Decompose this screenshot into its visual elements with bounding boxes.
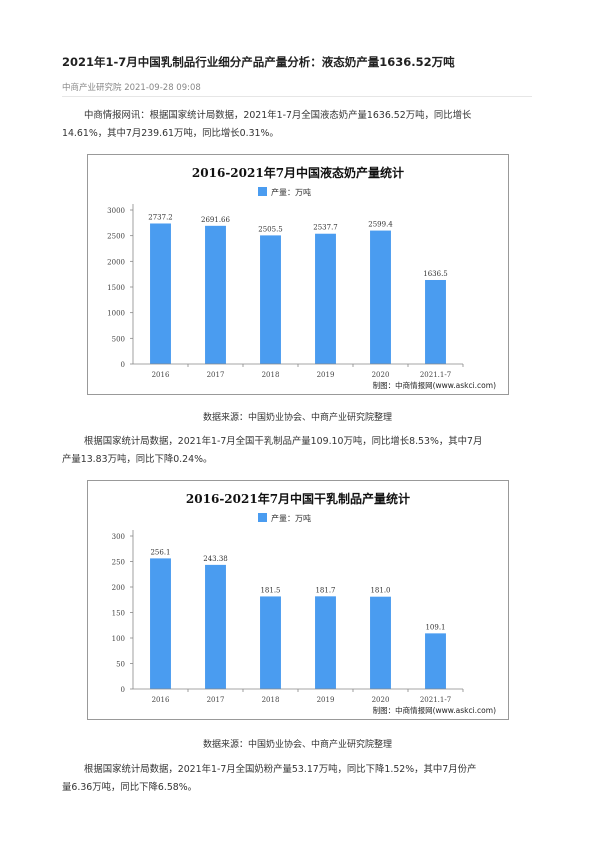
y-tick-label: 500 (112, 335, 125, 343)
y-tick-label: 2500 (107, 233, 125, 241)
bar-value-label: 1636.5 (423, 270, 448, 278)
x-tick-label: 2021.1-7 (420, 696, 451, 704)
bar (370, 596, 391, 689)
y-tick-label: 250 (112, 559, 125, 567)
bar-value-label: 2737.2 (148, 213, 173, 221)
bar-value-label: 181.7 (315, 586, 335, 594)
x-tick-label: 2019 (317, 696, 335, 704)
bar (260, 596, 281, 689)
y-tick-label: 1000 (107, 310, 125, 318)
paragraph-2: 根据国家统计局数据，2021年1-7月全国干乳制品产量109.10万吨，同比增长… (62, 433, 534, 469)
x-tick-label: 2019 (317, 371, 335, 379)
x-tick-label: 2016 (152, 371, 170, 379)
y-tick-label: 150 (112, 610, 125, 618)
liquid-milk-chart: 2016-2021年7月中国液态奶产量统计产量：万吨 0 500 1000 1500 20… (87, 154, 509, 395)
x-tick-label: 2017 (207, 696, 225, 704)
paragraph-1-line-1: 中商情报网讯：根据国家统计局数据，2021年1-7月全国液态奶产量1636.52… (84, 110, 472, 121)
y-tick-label: 1500 (107, 284, 125, 292)
bar (205, 564, 226, 689)
y-tick-label: 0 (121, 361, 125, 369)
legend-label: 产量：万吨 (271, 513, 311, 523)
bar (150, 223, 171, 364)
chart-title: 2016-2021年7月中国干乳制品产量统计 (186, 491, 410, 506)
x-tick-label: 2017 (207, 371, 225, 379)
paragraph-3-line-1: 根据国家统计局数据，2021年1-7月全国奶粉产量53.17万吨，同比下降1.5… (84, 764, 477, 775)
x-tick-label: 2018 (262, 371, 280, 379)
paragraph-3-line-2: 量6.36万吨，同比下降6.58%。 (62, 782, 198, 793)
y-tick-label: 0 (121, 686, 125, 694)
y-tick-label: 100 (112, 635, 125, 643)
article-meta: 中商产业研究院 2021-09-28 09:08 (62, 83, 201, 93)
paragraph-2-line-2: 产量13.83万吨，同比下降0.24%。 (62, 454, 213, 465)
bar-value-label: 2691.66 (201, 216, 230, 224)
bar (260, 235, 281, 364)
legend-swatch (258, 187, 267, 196)
dairy-products-chart: 2016-2021年7月中国干乳制品产量统计产量：万吨 0 50 100 150 200 2… (87, 480, 509, 720)
y-tick-label: 300 (112, 533, 125, 541)
bar (205, 225, 226, 364)
x-tick-label: 2018 (262, 696, 280, 704)
divider (62, 96, 532, 97)
bar (315, 233, 336, 364)
article-title: 2021年1-7月中国乳制品行业细分产品产量分析：液态奶产量1636.52万吨 (62, 55, 455, 69)
bar (315, 596, 336, 689)
bar-value-label: 2505.5 (258, 225, 283, 233)
bar-value-label: 181.5 (260, 586, 280, 594)
bar (150, 558, 171, 689)
chart-credit: 制图：中商情报网(www.askci.com) (373, 705, 496, 715)
bar-value-label: 243.38 (203, 555, 228, 563)
chart-title: 2016-2021年7月中国液态奶产量统计 (192, 165, 404, 180)
x-tick-label: 2021.1-7 (420, 371, 451, 379)
paragraph-2-line-1: 根据国家统计局数据，2021年1-7月全国干乳制品产量109.10万吨，同比增长… (84, 436, 483, 447)
y-tick-label: 50 (116, 661, 125, 669)
chart-credit: 制图：中商情报网(www.askci.com) (373, 380, 496, 390)
bar-value-label: 2599.4 (368, 221, 393, 229)
bar-value-label: 109.1 (425, 623, 445, 631)
paragraph-3: 根据国家统计局数据，2021年1-7月全国奶粉产量53.17万吨，同比下降1.5… (62, 761, 534, 797)
y-tick-label: 3000 (107, 207, 125, 215)
x-tick-label: 2020 (372, 696, 390, 704)
bar (370, 230, 391, 364)
bar-value-label: 181.0 (370, 587, 390, 595)
legend-label: 产量：万吨 (271, 187, 311, 197)
legend-swatch (258, 513, 267, 522)
paragraph-1: 中商情报网讯：根据国家统计局数据，2021年1-7月全国液态奶产量1636.52… (62, 107, 534, 143)
x-tick-label: 2020 (372, 371, 390, 379)
bar (425, 633, 446, 689)
y-tick-label: 2000 (107, 258, 125, 266)
y-tick-label: 200 (112, 584, 125, 592)
chart-1-source: 数据来源：中国奶业协会、中商产业研究院整理 (202, 413, 392, 423)
x-tick-label: 2016 (152, 696, 170, 704)
bar-value-label: 2537.7 (313, 224, 338, 232)
bar (425, 279, 446, 364)
bar-value-label: 256.1 (150, 548, 170, 556)
chart-2-source: 数据来源：中国奶业协会、中商产业研究院整理 (202, 740, 392, 750)
paragraph-1-line-2: 14.61%，其中7月239.61万吨，同比增长0.31%。 (62, 128, 279, 139)
